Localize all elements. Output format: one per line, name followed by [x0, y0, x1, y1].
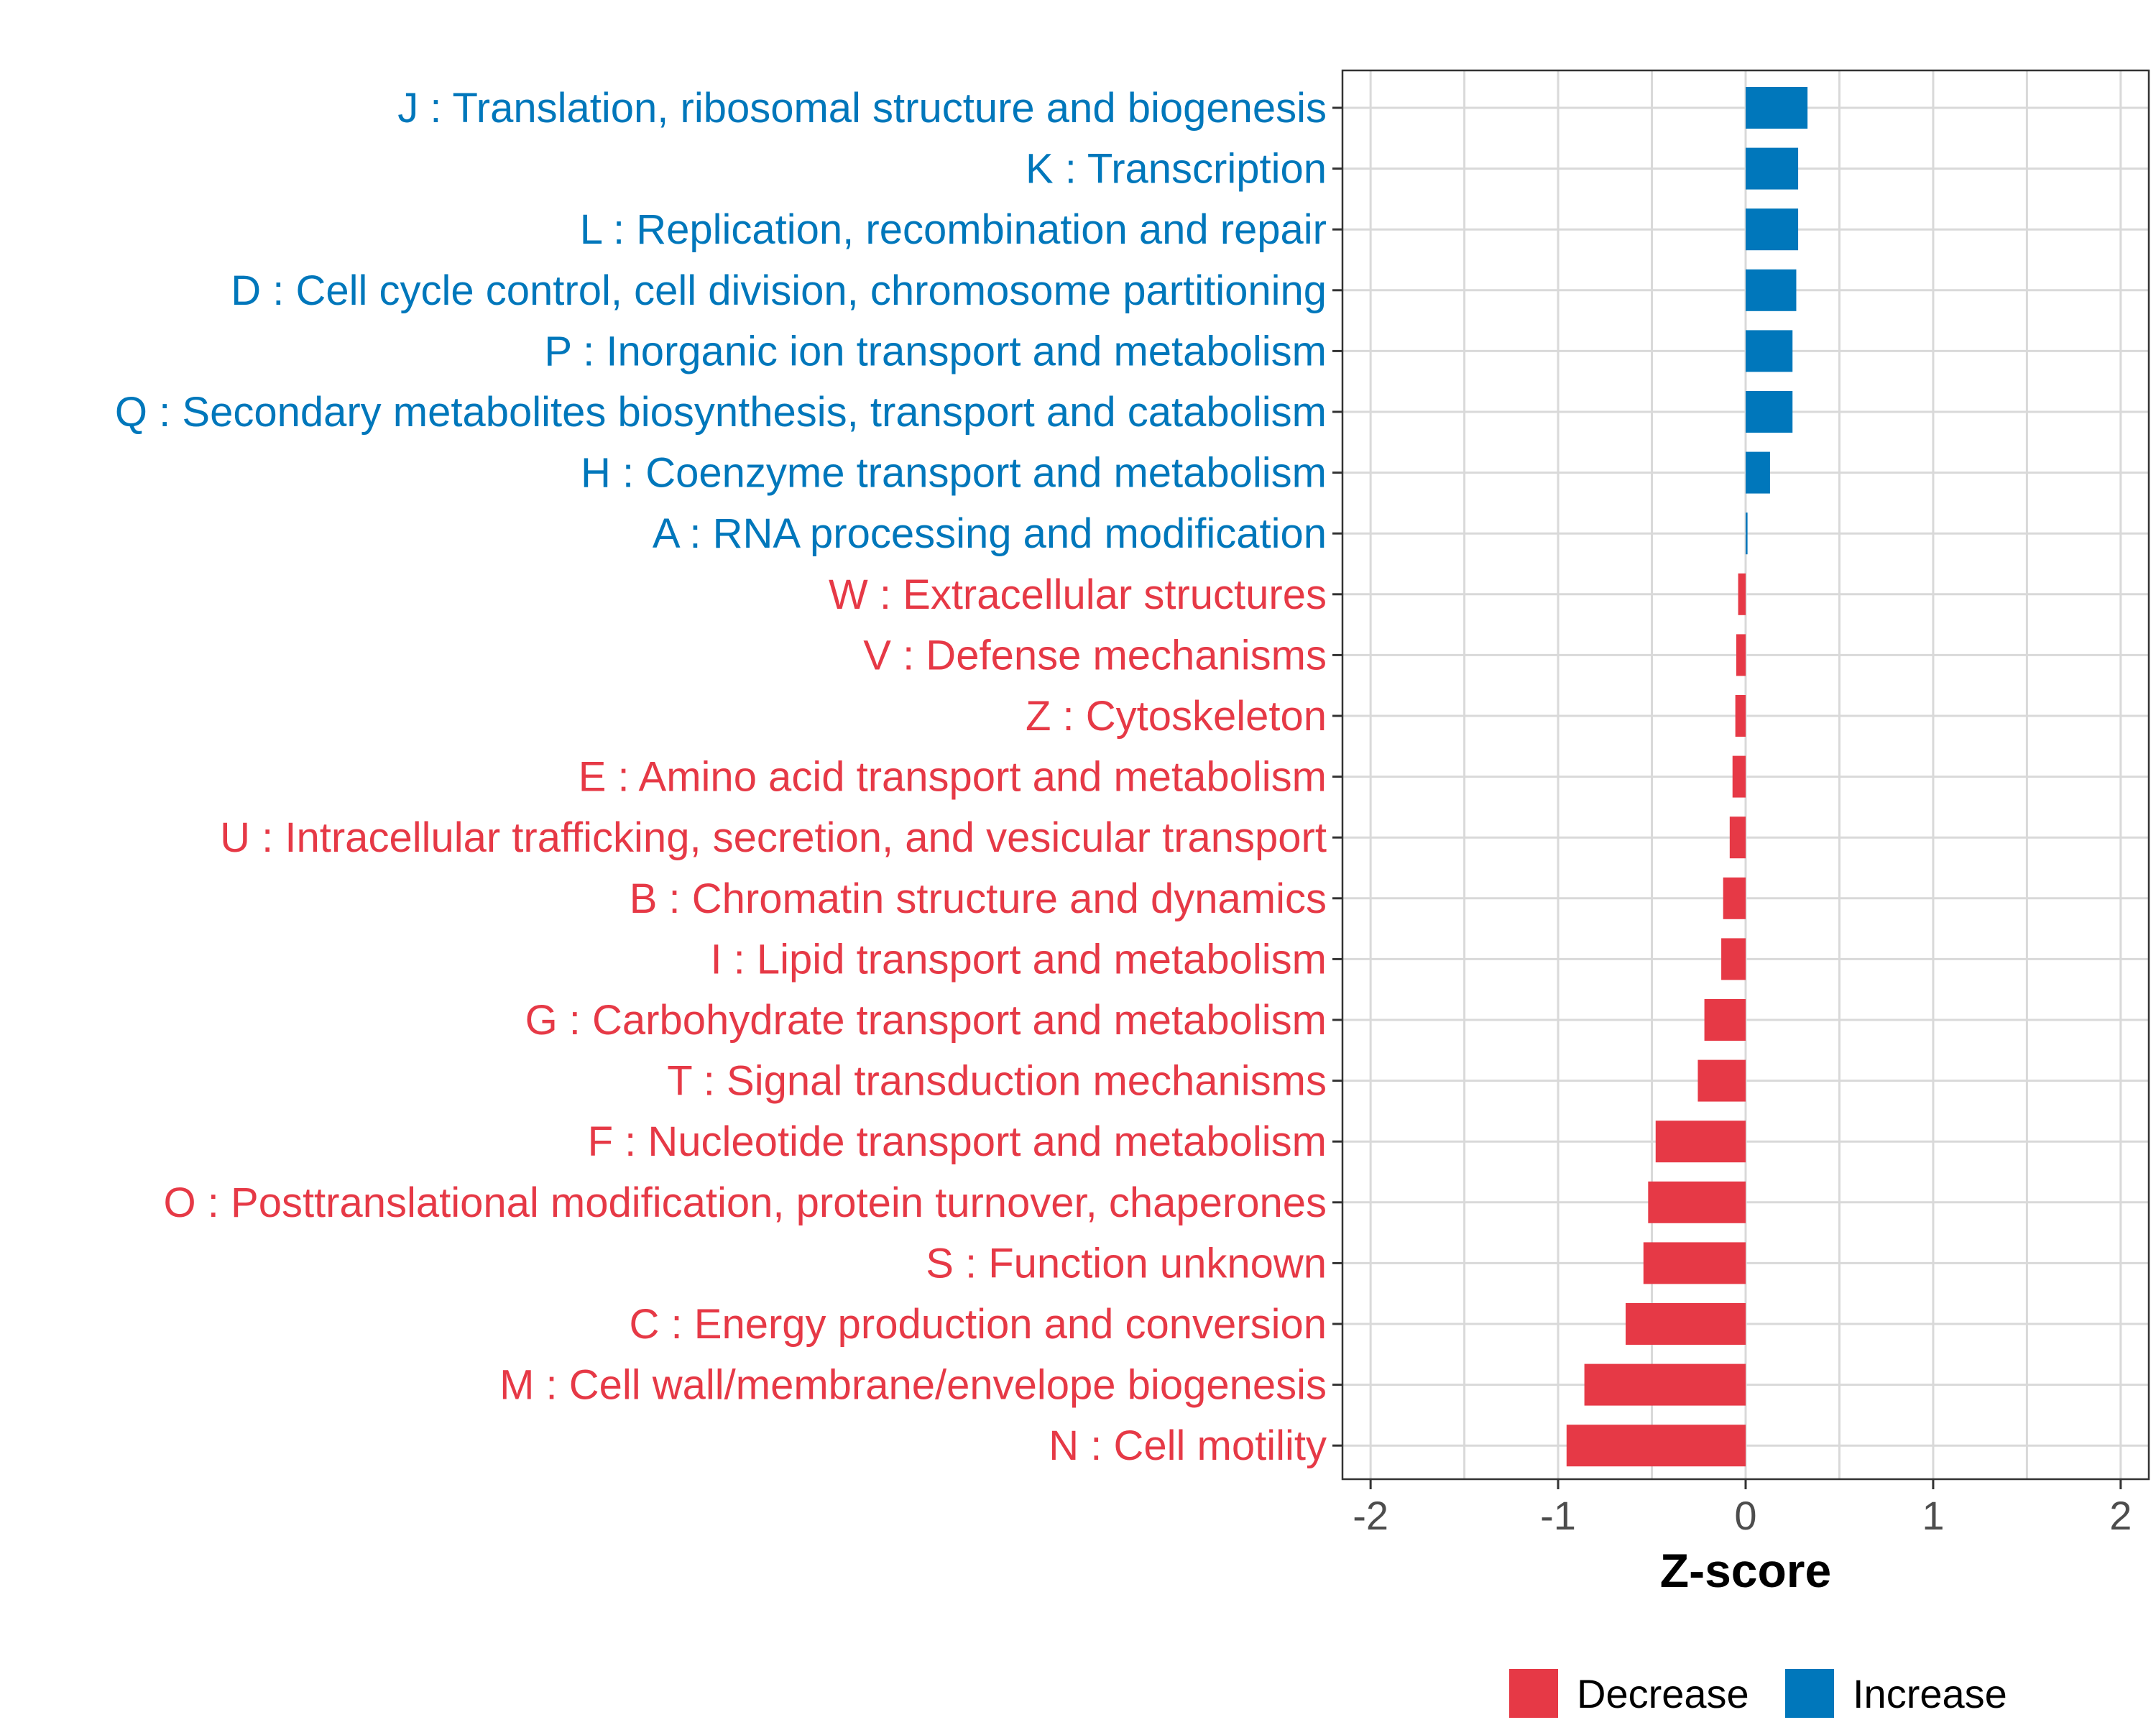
bar [1648, 1181, 1746, 1223]
category-label: P : Inorganic ion transport and metaboli… [544, 328, 1327, 374]
bar [1655, 1121, 1746, 1163]
category-label: H : Coenzyme transport and metabolism [581, 450, 1327, 497]
bar [1584, 1363, 1746, 1406]
category-label: U : Intracellular trafficking, secretion… [220, 814, 1327, 861]
bar [1736, 634, 1746, 676]
category-label: T : Signal transduction mechanisms [667, 1058, 1327, 1105]
bar [1735, 695, 1746, 737]
legend-swatch [1509, 1669, 1558, 1718]
bar [1746, 512, 1748, 555]
category-label: Q : Secondary metabolites biosynthesis, … [115, 389, 1327, 436]
category-label: K : Transcription [1026, 146, 1327, 193]
bar [1738, 573, 1746, 615]
x-tick-label: -2 [1353, 1493, 1388, 1538]
legend-label: Decrease [1577, 1671, 1749, 1716]
x-tick-label: 0 [1734, 1493, 1756, 1538]
category-label: I : Lipid transport and metabolism [710, 936, 1327, 983]
legend-swatch [1785, 1669, 1834, 1718]
x-tick-label: 1 [1922, 1493, 1944, 1538]
x-tick-label: -1 [1540, 1493, 1576, 1538]
bar [1746, 147, 1799, 190]
bar [1697, 1059, 1746, 1102]
y-axis-ticks [1332, 106, 1342, 1447]
x-axis-ticks: -2 -1 0 1 2 [1353, 1479, 2132, 1538]
category-label: L : Replication, recombination and repai… [580, 206, 1327, 253]
y-axis-labels: J : Translation, ribosomal structure and… [115, 85, 1327, 1469]
category-label: G : Carbohydrate transport and metabolis… [525, 997, 1327, 1044]
category-label: C : Energy production and conversion [630, 1301, 1327, 1348]
legend: Decrease Increase [1509, 1669, 2007, 1718]
category-label: B : Chromatin structure and dynamics [630, 875, 1327, 922]
bar [1746, 330, 1793, 372]
bar [1746, 269, 1797, 311]
category-label: D : Cell cycle control, cell division, c… [231, 267, 1327, 314]
bar [1643, 1242, 1746, 1284]
category-label: O : Posttranslational modification, prot… [164, 1179, 1327, 1226]
bar [1721, 938, 1746, 980]
category-label: Z : Cytoskeleton [1026, 693, 1327, 740]
bar [1732, 755, 1746, 798]
category-label: A : RNA processing and modification [653, 510, 1327, 557]
category-label: N : Cell motility [1049, 1422, 1327, 1469]
category-label: W : Extracellular structures [829, 571, 1327, 618]
bar [1746, 391, 1793, 433]
bar [1704, 999, 1746, 1041]
x-tick-label: 2 [2109, 1493, 2132, 1538]
category-label: E : Amino acid transport and metabolism [579, 754, 1327, 801]
category-label: J : Translation, ribosomal structure and… [397, 85, 1327, 132]
bar [1729, 816, 1746, 859]
bar [1566, 1425, 1746, 1467]
bar [1746, 451, 1770, 494]
bar [1746, 208, 1799, 251]
bar [1746, 87, 1808, 129]
category-label: M : Cell wall/membrane/envelope biogenes… [499, 1362, 1327, 1409]
legend-label: Increase [1853, 1671, 2007, 1716]
category-label: S : Function unknown [926, 1240, 1327, 1287]
category-label: F : Nucleotide transport and metabolism [588, 1118, 1327, 1165]
bar [1723, 877, 1746, 919]
x-axis-title: Z-score [1660, 1544, 1831, 1597]
category-label: V : Defense mechanisms [863, 632, 1327, 678]
bars [1566, 87, 1808, 1467]
bar [1626, 1303, 1746, 1345]
